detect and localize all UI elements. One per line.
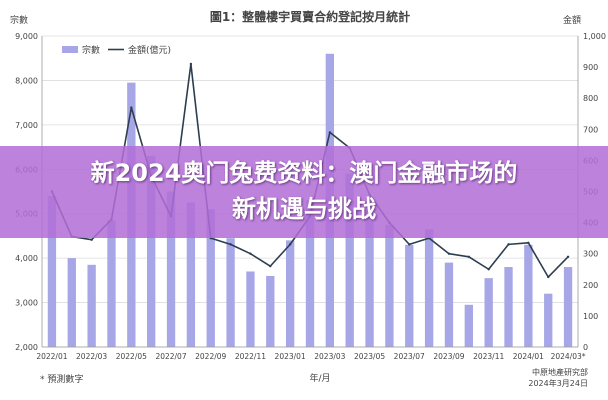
legend-label-bars: 宗數 <box>82 44 100 56</box>
headline-line-2: 新机遇与挑战 <box>232 195 376 223</box>
bar <box>385 224 394 347</box>
headline-banner <box>0 146 608 238</box>
x-tick-label: 2022/03 <box>76 352 107 361</box>
line-point <box>447 252 451 255</box>
line-point <box>467 255 471 259</box>
x-tick-label: 2022/07 <box>155 352 186 361</box>
bar <box>67 258 76 347</box>
bar <box>87 264 96 347</box>
y-right-tick-label: 300 <box>583 250 598 259</box>
bar <box>206 209 215 347</box>
line-point <box>487 268 490 271</box>
headline-line-1: 新2024奥门兔费资料：澳门金融市场的 <box>90 159 518 187</box>
bar <box>226 238 235 347</box>
x-tick-label: 2024/01 <box>513 352 544 361</box>
x-tick-label: 2022/01 <box>36 352 67 361</box>
x-tick-label: 2022/11 <box>235 352 266 361</box>
footnote: * 預測數字 <box>40 373 83 385</box>
bar <box>563 267 573 347</box>
x-axis: 2022/01 2022/03 2022/05 2022/07 2022/09 2022/… <box>36 346 586 361</box>
y-right-tick-label: 0 <box>583 343 588 352</box>
bar <box>504 267 513 347</box>
x-tick-label: 2022/05 <box>116 352 147 361</box>
y-left-tick-label: 9,000 <box>15 32 38 41</box>
bar <box>166 191 176 347</box>
bar <box>246 271 255 347</box>
left-axis-label: 宗數 <box>10 14 28 26</box>
y-left-tick-label: 7,000 <box>15 121 38 130</box>
y-right-tick-label: 100 <box>583 312 598 321</box>
x-tick-label: 2022/09 <box>195 352 226 361</box>
x-axis-label: 年/月 <box>309 372 330 384</box>
bar <box>107 220 116 347</box>
bar <box>444 262 454 347</box>
y-left-tick-label: 4,000 <box>15 254 38 263</box>
bar <box>544 293 553 347</box>
line-point <box>328 131 332 134</box>
legend-label-line: 金額(億元) <box>128 44 171 56</box>
bar <box>424 229 434 347</box>
headline-title: 新2024奥门兔费资料：澳门金融市场的 新机遇与挑战 <box>0 155 608 227</box>
x-tick-label: 2023/03 <box>314 352 345 361</box>
line-point <box>527 241 530 245</box>
bar <box>524 244 533 347</box>
y-left-tick-label: 3,000 <box>15 299 38 308</box>
bar <box>186 202 196 347</box>
source-note: 中原地產研究部 <box>532 367 588 377</box>
line-point <box>229 243 232 246</box>
x-tick-label: 2023/09 <box>433 352 464 361</box>
bar <box>365 209 374 347</box>
bar <box>305 200 315 347</box>
date-note: 2024年3月24日 <box>528 378 588 388</box>
bar <box>285 240 295 347</box>
x-tick-label: 2023/05 <box>354 352 385 361</box>
y-right-tick-label: 700 <box>583 125 598 134</box>
bar <box>147 155 156 347</box>
y-right-tick-label: 200 <box>583 281 598 290</box>
bar <box>345 173 354 347</box>
y-left-tick-label: 2,000 <box>15 343 38 352</box>
bar <box>47 195 57 347</box>
line-point <box>566 255 570 259</box>
bar <box>405 244 414 347</box>
line-point <box>90 238 93 241</box>
line-point <box>130 106 133 109</box>
legend-swatch-bars <box>62 46 78 53</box>
line-point <box>189 62 193 66</box>
y-right-tick-label: 900 <box>583 63 598 72</box>
y-right-tick-label: 800 <box>583 94 598 103</box>
chart-title: 圖1：整體樓宇買賣合約登記按月統計 <box>210 9 410 24</box>
line-point <box>288 243 292 246</box>
x-tick-label: 2023/07 <box>394 352 425 361</box>
x-tick-label: 2023/11 <box>473 352 504 361</box>
line-point <box>269 264 272 268</box>
line-point <box>547 275 550 279</box>
y-right-tick-label: 1,000 <box>583 32 606 41</box>
bar <box>484 278 493 347</box>
right-axis-label: 金額 <box>563 14 581 26</box>
x-tick-label: 2023/01 <box>275 352 306 361</box>
line-point <box>507 243 510 246</box>
legend: 宗數 金額(億元) <box>62 44 171 56</box>
x-tick-label: 2024/03* <box>551 352 586 361</box>
bar <box>464 304 473 347</box>
line-point <box>408 243 411 246</box>
bar <box>266 275 275 347</box>
y-left-tick-label: 8,000 <box>15 76 38 85</box>
line-point <box>249 252 252 255</box>
